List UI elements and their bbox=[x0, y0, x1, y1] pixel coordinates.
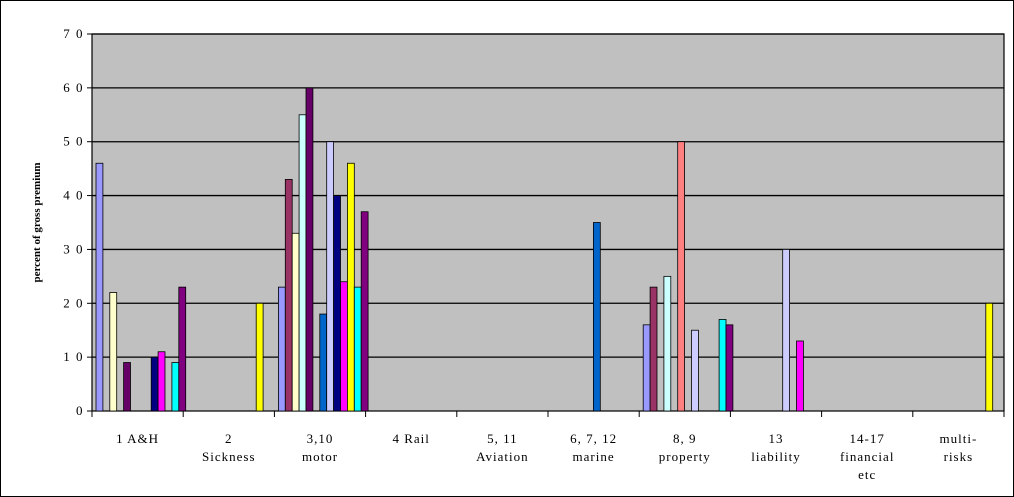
bar bbox=[593, 222, 601, 412]
bar bbox=[725, 324, 734, 412]
x-tick-label: motor bbox=[302, 449, 338, 464]
bar bbox=[691, 329, 699, 412]
bar bbox=[305, 87, 314, 412]
x-tick-label: financial bbox=[840, 449, 894, 464]
bar bbox=[663, 275, 672, 412]
bar bbox=[340, 281, 348, 412]
y-tick-label: 0 bbox=[76, 403, 84, 418]
bar bbox=[95, 162, 104, 412]
bar bbox=[677, 141, 686, 412]
x-tick-label: 4 Rail bbox=[392, 431, 429, 446]
bar bbox=[277, 286, 286, 412]
bar bbox=[642, 324, 651, 412]
bar bbox=[123, 362, 131, 412]
bar bbox=[782, 249, 791, 412]
x-tick-label: etc bbox=[858, 467, 876, 482]
y-tick-label: 1 0 bbox=[63, 349, 84, 364]
bar bbox=[150, 356, 159, 412]
bar bbox=[171, 362, 180, 412]
x-tick-label: Aviation bbox=[476, 449, 529, 464]
bar bbox=[298, 114, 307, 412]
y-tick-label: 5 0 bbox=[63, 134, 84, 149]
x-tick-label: 13 bbox=[769, 431, 784, 446]
plot-area bbox=[92, 34, 1004, 411]
bar bbox=[319, 313, 328, 412]
bar bbox=[326, 141, 335, 412]
bar bbox=[157, 351, 166, 412]
x-tick-label: 3,10 bbox=[307, 431, 334, 446]
x-tick-label: 2 bbox=[225, 431, 233, 446]
x-tick-label: 14-17 bbox=[850, 431, 885, 446]
y-tick-label: 7 0 bbox=[63, 26, 84, 41]
x-tick-label: 5, 11 bbox=[487, 431, 518, 446]
bar bbox=[109, 292, 118, 412]
bar bbox=[796, 340, 804, 412]
x-tick-label: risks bbox=[944, 449, 974, 464]
bar bbox=[255, 302, 264, 412]
y-tick-label: 3 0 bbox=[63, 241, 84, 256]
x-tick-label: multi- bbox=[940, 431, 978, 446]
bar bbox=[333, 195, 341, 412]
bar bbox=[284, 179, 293, 412]
x-tick-label: property bbox=[659, 449, 711, 464]
x-tick-label: 6, 7, 12 bbox=[570, 431, 617, 446]
y-tick-label: 6 0 bbox=[63, 80, 84, 95]
bar bbox=[353, 286, 362, 412]
x-tick-label: Sickness bbox=[202, 449, 256, 464]
bar bbox=[985, 302, 994, 412]
x-tick-label: marine bbox=[573, 449, 615, 464]
x-tick-label: 1 A&H bbox=[116, 431, 159, 446]
bar bbox=[649, 286, 658, 412]
bar bbox=[718, 319, 727, 412]
bar bbox=[346, 162, 355, 412]
bar bbox=[291, 232, 300, 412]
bar bbox=[360, 211, 369, 412]
y-axis-label: percent of gross premium bbox=[31, 162, 43, 282]
y-tick-label: 2 0 bbox=[63, 295, 84, 310]
x-tick-label: liability bbox=[751, 449, 800, 464]
bar bbox=[178, 286, 187, 412]
x-tick-label: 8, 9 bbox=[673, 431, 697, 446]
y-tick-label: 4 0 bbox=[63, 188, 84, 203]
